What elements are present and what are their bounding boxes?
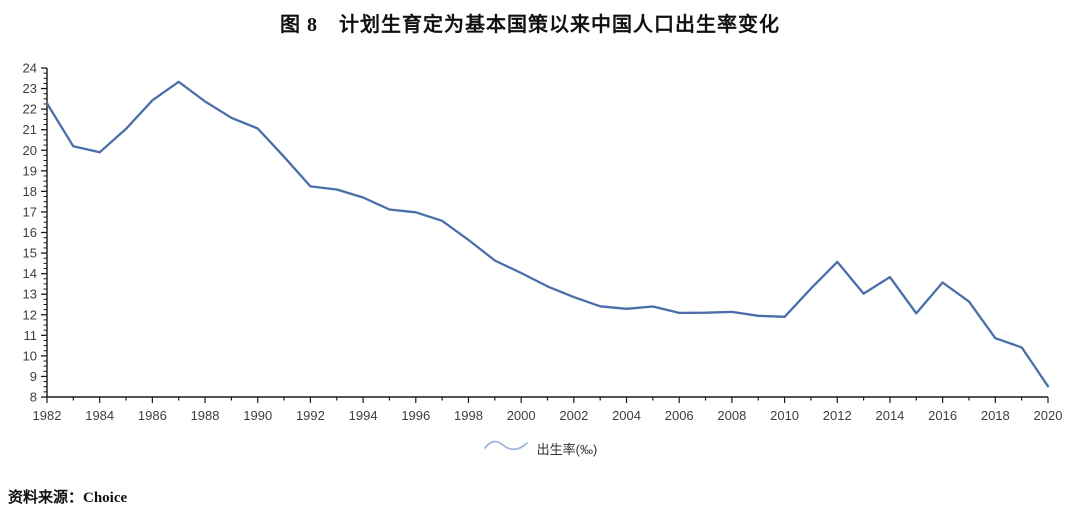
y-axis: 8 9 10 11 12 13 14 15 16 17 18 19 20 21 22 23 24: [23, 61, 48, 405]
y-tick-label: 20: [23, 143, 37, 158]
x-tick-label: 1990: [243, 408, 272, 423]
x-tick-label: 2006: [665, 408, 694, 423]
x-tick-label: 2014: [875, 408, 904, 423]
x-axis: 1982 1984 1986 1988 1990 1992 1994 1996 1998 2000…: [33, 396, 1063, 423]
y-tick-label: 8: [30, 390, 37, 405]
chart-svg: 8 9 10 11 12 13 14 15 16 17 18 19 20 21 22 23 24 1982 1984…: [23, 61, 1063, 424]
x-tick-label: 2000: [507, 408, 536, 423]
y-tick-label: 22: [23, 102, 37, 117]
x-tick-label: 1996: [401, 408, 430, 423]
x-tick-label: 1992: [296, 408, 325, 423]
y-tick-label: 16: [23, 225, 37, 240]
y-tick-label: 11: [24, 328, 38, 343]
y-tick-label: 9: [30, 369, 37, 384]
y-tick-label: 19: [23, 163, 37, 178]
x-tick-label: 2010: [770, 408, 799, 423]
chart-title: 图 8 计划生育定为基本国策以来中国人口出生率变化: [280, 14, 780, 36]
y-tick-label: 17: [23, 204, 37, 219]
y-tick-label: 12: [23, 307, 37, 322]
x-tick-label: 1994: [349, 408, 378, 423]
legend: 出生率(‰): [0, 438, 1080, 459]
y-tick-label: 18: [23, 184, 37, 199]
y-tick-label: 15: [23, 246, 37, 261]
x-tick-label: 1998: [454, 408, 483, 423]
legend-label: 出生率(‰): [536, 442, 598, 457]
y-tick-label: 24: [23, 61, 37, 76]
y-tick-label: 13: [23, 287, 37, 302]
y-tick-label: 21: [23, 122, 37, 137]
source-note: 资料来源：Choice: [8, 490, 128, 506]
chart-area: 8 9 10 11 12 13 14 15 16 17 18 19 20 21 22 23 24 1982 1984…: [0, 45, 1080, 435]
x-tick-label: 2018: [981, 408, 1010, 423]
x-tick-label: 1982: [33, 408, 62, 423]
x-tick-label: 2002: [559, 408, 588, 423]
x-tick-label: 2008: [717, 408, 746, 423]
x-tick-label: 1984: [85, 408, 114, 423]
x-tick-label: 1986: [138, 408, 167, 423]
x-tick-label: 2020: [1034, 408, 1063, 423]
y-tick-label: 10: [23, 348, 37, 363]
birth-rate-line: [45, 80, 1050, 388]
x-tick-label: 2012: [823, 408, 852, 423]
x-tick-label: 1988: [191, 408, 220, 423]
legend-wave-path: [483, 440, 528, 451]
x-tick-label: 2016: [928, 408, 957, 423]
x-tick-label: 2004: [612, 408, 641, 423]
line-series-icon: [483, 438, 529, 459]
y-tick-label: 14: [23, 266, 37, 281]
y-tick-label: 23: [23, 81, 37, 96]
